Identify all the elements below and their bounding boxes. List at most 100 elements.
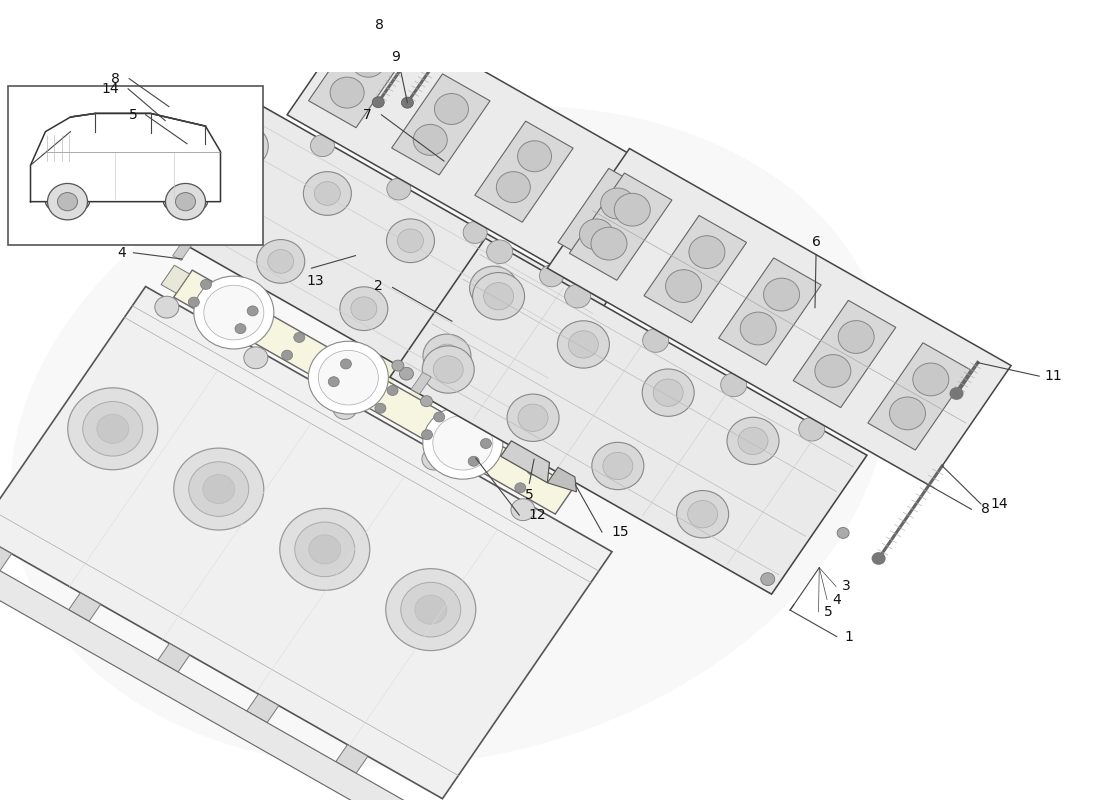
- Polygon shape: [174, 270, 574, 514]
- Circle shape: [469, 456, 480, 466]
- Circle shape: [397, 229, 424, 253]
- Text: a passion for excellence 1985: a passion for excellence 1985: [220, 434, 580, 584]
- Circle shape: [871, 552, 886, 565]
- Circle shape: [235, 324, 246, 334]
- Text: 1: 1: [845, 630, 854, 644]
- Circle shape: [82, 402, 143, 456]
- Ellipse shape: [11, 106, 890, 766]
- Circle shape: [256, 239, 305, 283]
- Circle shape: [486, 240, 513, 263]
- Polygon shape: [548, 149, 1011, 485]
- Circle shape: [642, 329, 669, 352]
- Circle shape: [603, 452, 632, 480]
- Circle shape: [653, 379, 683, 406]
- Circle shape: [68, 388, 157, 470]
- Circle shape: [688, 501, 717, 528]
- Circle shape: [310, 134, 334, 157]
- Circle shape: [518, 404, 548, 431]
- Polygon shape: [868, 342, 970, 450]
- Circle shape: [386, 569, 476, 650]
- Circle shape: [569, 330, 598, 358]
- Circle shape: [375, 403, 386, 414]
- Text: europ: europ: [184, 304, 516, 477]
- Bar: [8, 86, 263, 245]
- Circle shape: [601, 188, 635, 219]
- Circle shape: [402, 98, 414, 108]
- Circle shape: [720, 373, 747, 397]
- Polygon shape: [500, 441, 550, 482]
- Polygon shape: [548, 467, 576, 492]
- Circle shape: [890, 397, 925, 430]
- Circle shape: [580, 219, 614, 250]
- Circle shape: [399, 367, 414, 380]
- Polygon shape: [718, 258, 822, 365]
- Circle shape: [727, 418, 779, 465]
- Circle shape: [132, 214, 144, 226]
- Circle shape: [304, 172, 351, 215]
- Circle shape: [591, 227, 627, 260]
- Circle shape: [234, 91, 258, 113]
- Circle shape: [564, 284, 591, 308]
- Circle shape: [244, 347, 267, 369]
- Circle shape: [470, 266, 518, 310]
- Circle shape: [47, 183, 88, 220]
- Text: 4: 4: [833, 593, 842, 606]
- Text: 8: 8: [111, 72, 120, 86]
- Circle shape: [558, 321, 609, 368]
- Circle shape: [295, 522, 355, 577]
- Circle shape: [666, 270, 702, 302]
- Text: 5: 5: [129, 108, 138, 122]
- Circle shape: [738, 427, 768, 454]
- Circle shape: [174, 448, 264, 530]
- Circle shape: [517, 141, 551, 172]
- Polygon shape: [558, 168, 657, 270]
- Polygon shape: [157, 643, 189, 672]
- Text: 8: 8: [981, 502, 990, 516]
- Text: 9: 9: [392, 50, 400, 64]
- Circle shape: [815, 354, 851, 387]
- Circle shape: [838, 321, 875, 354]
- Circle shape: [689, 236, 725, 269]
- Circle shape: [174, 192, 221, 236]
- Polygon shape: [336, 745, 367, 774]
- Circle shape: [351, 297, 377, 321]
- Circle shape: [189, 462, 249, 516]
- Circle shape: [294, 333, 305, 342]
- Text: 2: 2: [374, 278, 383, 293]
- Polygon shape: [411, 372, 431, 394]
- Circle shape: [97, 414, 129, 443]
- Circle shape: [496, 172, 530, 202]
- Circle shape: [421, 430, 432, 440]
- Polygon shape: [570, 173, 672, 280]
- Circle shape: [202, 474, 234, 504]
- Circle shape: [592, 442, 644, 490]
- Circle shape: [507, 394, 559, 442]
- Polygon shape: [143, 90, 607, 433]
- Circle shape: [642, 369, 694, 416]
- Circle shape: [763, 278, 800, 311]
- Circle shape: [333, 398, 356, 419]
- Circle shape: [913, 363, 949, 396]
- Text: 7: 7: [363, 108, 372, 122]
- Circle shape: [434, 94, 469, 125]
- Text: 6: 6: [812, 235, 821, 249]
- Polygon shape: [0, 553, 427, 800]
- Circle shape: [837, 527, 849, 538]
- Circle shape: [433, 356, 463, 383]
- Polygon shape: [287, 3, 720, 318]
- Circle shape: [740, 312, 777, 345]
- Circle shape: [424, 334, 471, 378]
- Circle shape: [434, 344, 460, 368]
- Circle shape: [318, 350, 378, 405]
- Circle shape: [420, 396, 432, 406]
- Polygon shape: [793, 300, 895, 408]
- Circle shape: [308, 342, 388, 414]
- Polygon shape: [246, 694, 278, 722]
- Polygon shape: [392, 74, 490, 175]
- Polygon shape: [309, 26, 407, 128]
- Circle shape: [799, 418, 825, 441]
- Polygon shape: [389, 238, 867, 594]
- Circle shape: [204, 286, 264, 340]
- Circle shape: [386, 219, 434, 262]
- Circle shape: [422, 406, 503, 479]
